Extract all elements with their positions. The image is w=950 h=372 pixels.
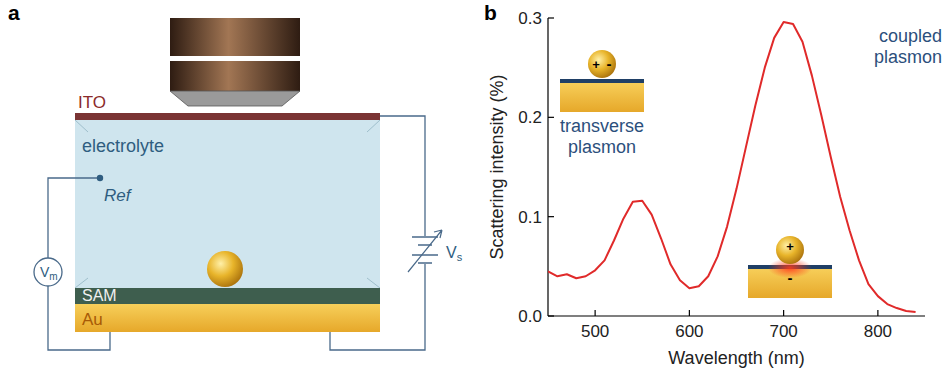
objective-stripe xyxy=(170,56,300,61)
charge-plus: + xyxy=(592,57,600,72)
ref-electrode xyxy=(97,175,103,181)
annotation-line: transverse xyxy=(560,116,644,136)
au-layer xyxy=(75,304,380,332)
x-tick-label: 500 xyxy=(581,322,609,341)
y-tick-label: 0.3 xyxy=(518,9,542,28)
inset: +- xyxy=(560,50,644,112)
y-tick-label: 0.0 xyxy=(518,307,542,326)
x-tick xyxy=(783,310,784,316)
x-axis xyxy=(548,315,925,316)
vs-wire xyxy=(330,116,425,350)
vm-meter xyxy=(34,258,62,286)
x-tick xyxy=(877,310,878,316)
x-axis-title: Wavelength (nm) xyxy=(668,348,804,368)
y-axis-title: Scattering intensity (%) xyxy=(487,74,507,259)
electrolyte-label: electrolyte xyxy=(82,136,164,156)
spectrum-line xyxy=(548,22,916,312)
annotation: transverseplasmon xyxy=(560,116,644,157)
annotation-line: plasmon xyxy=(568,137,636,157)
y-tick xyxy=(548,117,554,118)
panel-label: b xyxy=(484,1,497,24)
charge-minus: - xyxy=(607,55,612,72)
y-tick xyxy=(548,315,554,316)
ref-label: Ref xyxy=(104,186,133,205)
panel-a: a ITO electrolyte SAM Au Ref Vm Vs xyxy=(8,1,463,350)
objective-body xyxy=(170,61,300,91)
vs-sub: s xyxy=(457,251,463,263)
panel-label: a xyxy=(8,1,20,24)
y-tick-label: 0.2 xyxy=(518,108,542,127)
x-tick-label: 800 xyxy=(864,322,892,341)
battery xyxy=(412,237,438,263)
figure: a ITO electrolyte SAM Au Ref Vm Vs b 0.0 0.1 0.2 0.3… xyxy=(0,0,950,372)
cell-edges xyxy=(75,120,380,288)
vm-label: Vm xyxy=(40,264,58,282)
vs-main: V xyxy=(446,244,457,261)
vm-sub: m xyxy=(49,271,57,282)
objective-lens xyxy=(170,91,300,106)
ito-label: ITO xyxy=(78,93,106,112)
battery-arrow xyxy=(408,230,442,272)
gold-particle xyxy=(207,251,243,287)
annotation-line: coupled xyxy=(879,26,942,46)
objective-top xyxy=(170,18,300,56)
annotation-line: plasmon xyxy=(874,47,942,67)
sam-layer xyxy=(75,288,380,304)
y-tick xyxy=(548,216,554,217)
inset: +- xyxy=(748,236,832,298)
annotation: coupledplasmon xyxy=(874,26,942,67)
x-tick xyxy=(595,310,596,316)
y-tick xyxy=(548,17,554,18)
inset-particle xyxy=(588,50,616,78)
vs-label: Vs xyxy=(446,244,463,263)
x-tick-label: 600 xyxy=(675,322,703,341)
plot-area xyxy=(548,22,916,312)
ito-layer xyxy=(75,113,380,120)
au-label: Au xyxy=(82,310,103,329)
electrolyte xyxy=(75,120,380,288)
x-tick xyxy=(689,310,690,316)
inset-film xyxy=(748,268,832,298)
inset-spacer xyxy=(560,79,644,83)
panel-b: b 0.0 0.1 0.2 0.3 500 600 700 800 Wavelength (nm)… xyxy=(484,1,942,368)
y-tick-label: 0.1 xyxy=(518,208,542,227)
x-tick-label: 700 xyxy=(769,322,797,341)
charge-plus: + xyxy=(786,239,794,254)
inset-film xyxy=(560,82,644,112)
inset-particle xyxy=(776,236,804,264)
charge-minus: - xyxy=(788,269,793,286)
sam-label: SAM xyxy=(82,287,117,304)
